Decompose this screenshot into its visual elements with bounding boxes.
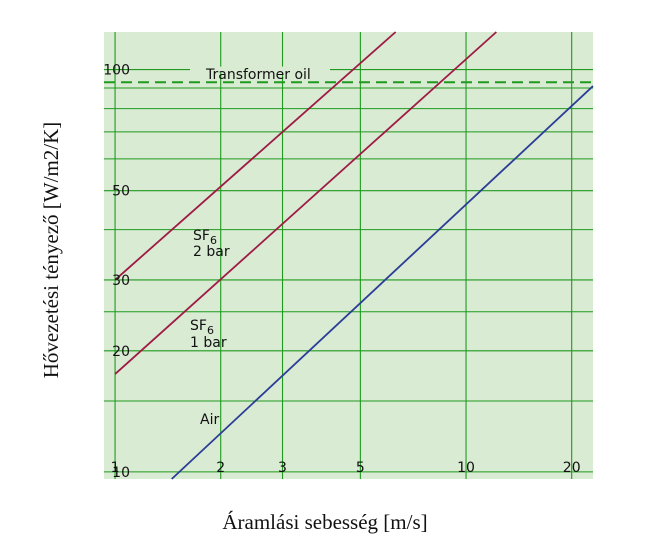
y-tick-labels: 10 20 30 50 100 bbox=[103, 63, 130, 481]
y-tick-label: 30 bbox=[112, 273, 130, 289]
series-line-sf6_1bar bbox=[114, 31, 497, 375]
sf6-2bar-pressure-label: 2 bar bbox=[193, 244, 230, 260]
sf6-1bar-label: SF6 bbox=[190, 318, 214, 337]
x-axis-title: Áramlási sebesség [m/s] bbox=[222, 510, 427, 534]
x-tick-label: 5 bbox=[356, 460, 365, 476]
transformer-oil-label: Transformer oil bbox=[205, 67, 311, 83]
y-axis-title: Hővezetési tényező [W/m2/K] bbox=[39, 122, 63, 379]
x-tick-labels: 1 2 3 5 10 20 bbox=[111, 460, 581, 476]
y-tick-label: 100 bbox=[103, 63, 130, 79]
plot-background bbox=[104, 32, 593, 479]
sf6-1bar-pressure-label: 1 bar bbox=[190, 335, 227, 351]
series-line-air bbox=[171, 85, 594, 480]
x-tick-label: 3 bbox=[278, 460, 287, 476]
label-backdrop bbox=[190, 66, 330, 73]
series-lines bbox=[104, 31, 594, 480]
x-tick-label: 10 bbox=[457, 460, 475, 476]
x-tick-label: 2 bbox=[216, 460, 225, 476]
x-tick-label: 1 bbox=[111, 460, 120, 476]
series-line-sf6_2bar bbox=[114, 31, 397, 281]
sf6-2bar-label: SF6 bbox=[193, 228, 217, 247]
y-tick-label: 10 bbox=[112, 465, 130, 481]
air-label: Air bbox=[200, 412, 219, 428]
y-tick-label: 20 bbox=[112, 344, 130, 360]
x-tick-label: 20 bbox=[563, 460, 581, 476]
major-grid bbox=[104, 32, 593, 479]
y-tick-label: 50 bbox=[112, 184, 130, 200]
